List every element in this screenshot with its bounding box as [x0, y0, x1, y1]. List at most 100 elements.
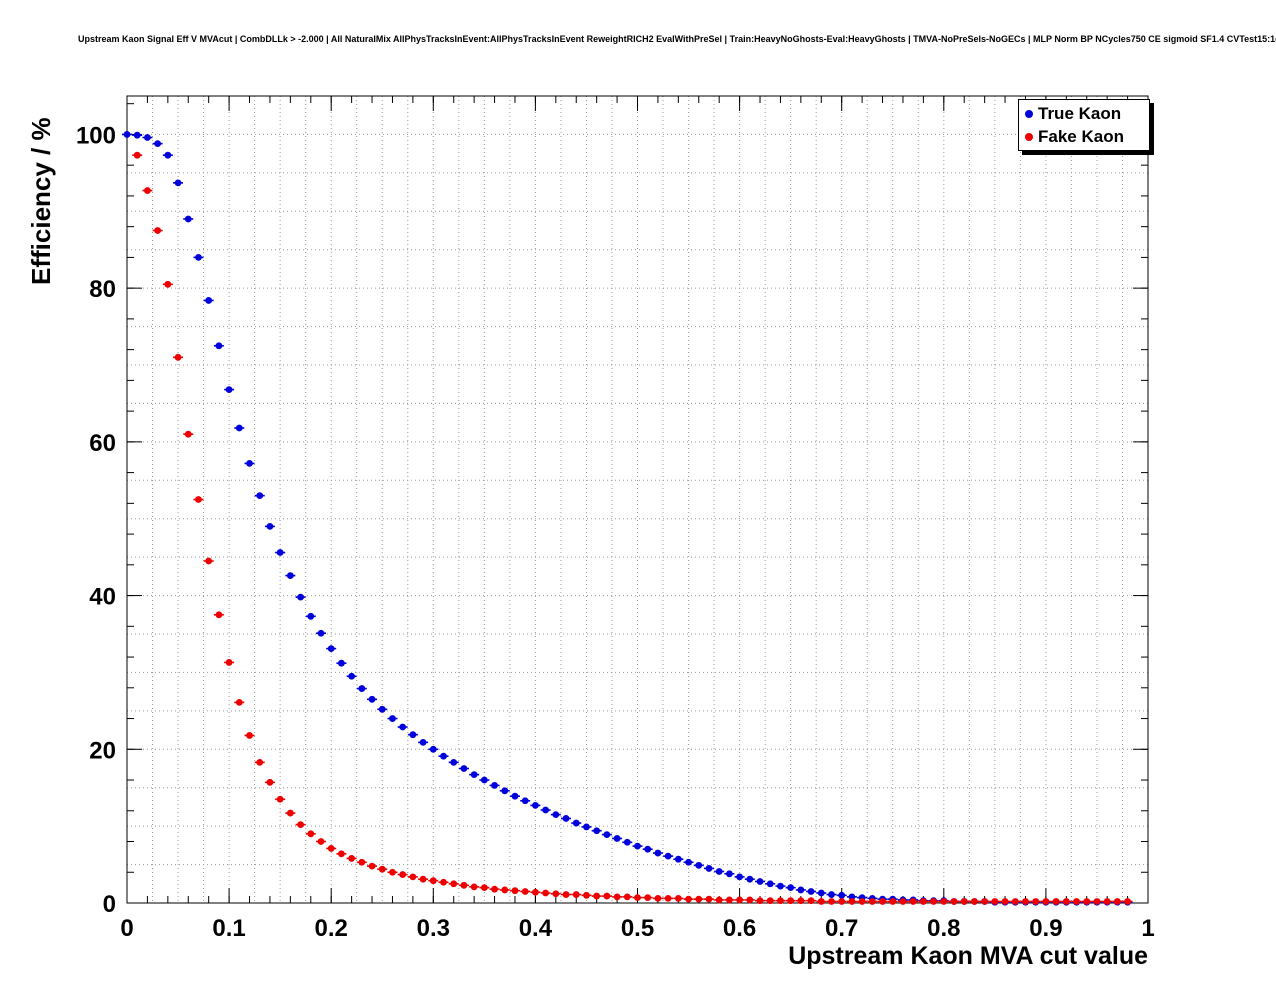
data-point [246, 459, 253, 467]
data-point [542, 889, 550, 897]
data-point [674, 855, 682, 863]
data-point [532, 888, 539, 896]
data-point [828, 891, 835, 898]
true-kaon-marker-icon [1025, 109, 1033, 118]
data-point [1073, 898, 1080, 905]
data-point [725, 870, 733, 878]
data-point [266, 523, 274, 530]
data-point [195, 496, 202, 503]
x-tick-label: 0.8 [927, 915, 960, 942]
legend-label-fake-kaon: Fake Kaon [1038, 126, 1124, 146]
x-tick-label: 0.1 [212, 915, 245, 942]
data-point [511, 792, 519, 800]
data-point [787, 897, 795, 905]
data-point [623, 893, 631, 901]
data-point [777, 882, 784, 890]
data-point [389, 715, 396, 722]
data-point [838, 898, 846, 905]
data-point [777, 897, 784, 905]
data-point [552, 811, 560, 819]
data-point [348, 672, 356, 680]
y-tick-label: 80 [89, 276, 116, 303]
x-tick-label: 0 [120, 915, 133, 942]
x-tick-label: 0.2 [315, 915, 348, 942]
y-tick-labels: 0 20 40 60 80 100 [76, 122, 116, 918]
data-point [399, 871, 407, 878]
data-point [327, 645, 335, 653]
data-point [429, 745, 437, 753]
data-point [133, 131, 141, 139]
data-point [307, 612, 315, 620]
data-point [307, 830, 315, 838]
data-point [960, 898, 968, 905]
data-point [583, 823, 590, 831]
data-point [184, 430, 192, 438]
data-point [501, 787, 509, 795]
data-point [1093, 898, 1101, 905]
data-point [460, 881, 468, 889]
data-point [286, 809, 294, 817]
data-point [419, 875, 427, 883]
data-point [215, 342, 223, 350]
data-point [460, 765, 468, 772]
data-point [613, 835, 621, 842]
plot-title: Upstream Kaon Signal Eff V MVAcut | Comb… [78, 34, 1276, 44]
data-point [429, 877, 437, 885]
data-point [685, 858, 692, 866]
data-point [572, 891, 580, 898]
x-axis-title: Upstream Kaon MVA cut value [788, 942, 1148, 970]
data-point [532, 801, 539, 809]
data-point [940, 898, 948, 905]
data-point [317, 629, 325, 637]
data-point [154, 140, 162, 148]
data-point [378, 865, 386, 873]
data-point [235, 424, 243, 432]
data-point [562, 891, 570, 898]
data-point [552, 890, 560, 898]
data-point [787, 884, 795, 892]
data-point [276, 549, 284, 556]
data-point [246, 732, 253, 739]
data-point [1124, 898, 1131, 905]
fake-kaon-marker-icon [1025, 132, 1033, 141]
data-point [123, 131, 131, 138]
data-point [235, 699, 243, 706]
data-point [480, 884, 488, 892]
data-point [338, 659, 345, 667]
data-point [174, 179, 182, 187]
data-point [1052, 898, 1060, 905]
data-point [317, 838, 325, 845]
data-point [256, 758, 264, 766]
data-point [450, 880, 458, 888]
data-point [470, 771, 478, 779]
data-point [644, 894, 652, 902]
data-point [501, 886, 509, 894]
legend: True Kaon Fake Kaon [1018, 99, 1150, 151]
data-point [511, 887, 519, 895]
data-point [593, 892, 601, 900]
data-point [572, 819, 580, 827]
data-point [297, 821, 304, 829]
data-point [358, 685, 366, 692]
data-point [348, 855, 356, 862]
data-point [1103, 898, 1111, 905]
data-point [817, 898, 825, 905]
data-point [725, 896, 733, 904]
data-point [1011, 898, 1019, 905]
data-point [1022, 898, 1029, 905]
data-point [899, 898, 907, 905]
x-tick-label: 0.4 [519, 915, 553, 942]
data-point [440, 878, 447, 886]
x-tick-label: 0.3 [417, 915, 450, 942]
data-point [409, 873, 417, 881]
data-point [807, 888, 815, 895]
data-point [225, 386, 233, 393]
data-point [480, 776, 488, 784]
data-point [205, 557, 213, 565]
gridlines [127, 96, 1148, 903]
x-tick-labels: 0 0.1 0.2 0.3 0.4 0.5 0.6 0.7 0.8 0.9 1 [120, 915, 1154, 942]
data-point [623, 838, 631, 846]
data-point [736, 896, 743, 904]
data-point [858, 898, 866, 905]
